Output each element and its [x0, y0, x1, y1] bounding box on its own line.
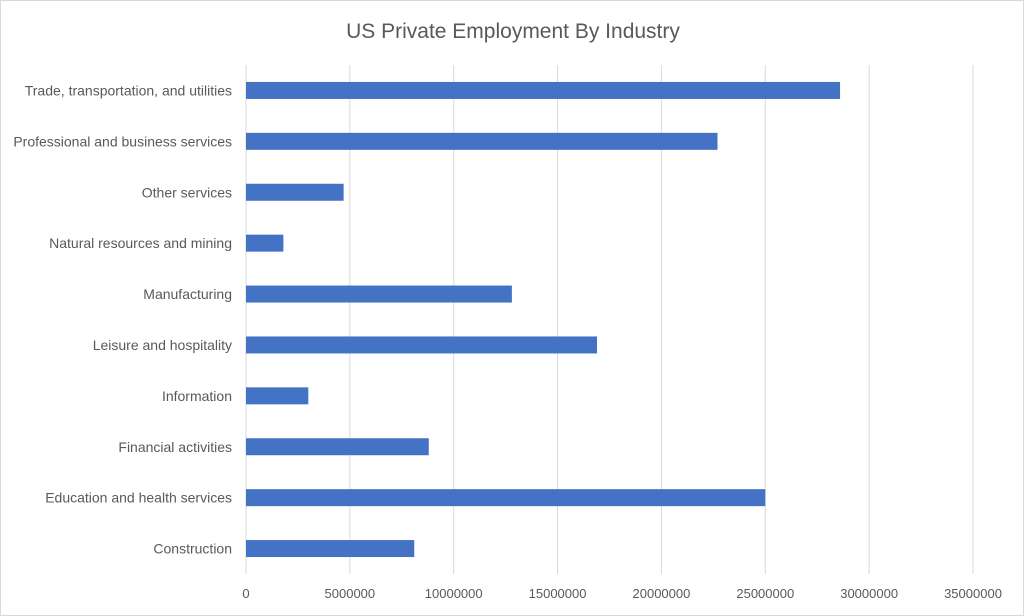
bar	[246, 489, 766, 507]
x-tick-label: 30000000	[840, 586, 898, 601]
category-label: Construction	[153, 541, 232, 557]
x-tick-label: 35000000	[944, 586, 1002, 601]
bar	[246, 234, 284, 252]
chart-title: US Private Employment By Industry	[346, 20, 680, 43]
bar	[246, 183, 344, 201]
category-label: Natural resources and mining	[49, 235, 232, 251]
category-label: Professional and business services	[13, 133, 232, 149]
category-label: Trade, transportation, and utilities	[25, 82, 232, 98]
category-labels: Trade, transportation, and utilities Prof…	[13, 82, 232, 556]
bars	[246, 81, 841, 558]
bar	[246, 540, 415, 558]
bar	[246, 285, 512, 303]
bar	[246, 132, 718, 150]
x-tick-label: 15000000	[529, 586, 587, 601]
bar	[246, 336, 598, 354]
category-label: Financial activities	[118, 439, 232, 455]
bar	[246, 387, 309, 405]
x-tick-label: 10000000	[425, 586, 483, 601]
x-tick-label: 0	[242, 586, 249, 601]
bar	[246, 81, 841, 99]
x-tick-label: 25000000	[736, 586, 794, 601]
category-label: Manufacturing	[143, 286, 232, 302]
x-axis-tick-labels: 0 5000000 10000000 15000000 20000000 25000000…	[242, 586, 1002, 601]
bar	[246, 438, 429, 456]
x-tick-label: 20000000	[633, 586, 691, 601]
category-label: Leisure and hospitality	[93, 337, 232, 353]
category-label: Other services	[142, 184, 232, 200]
category-label: Information	[162, 388, 232, 404]
category-label: Education and health services	[45, 490, 232, 506]
x-tick-label: 5000000	[325, 586, 376, 601]
